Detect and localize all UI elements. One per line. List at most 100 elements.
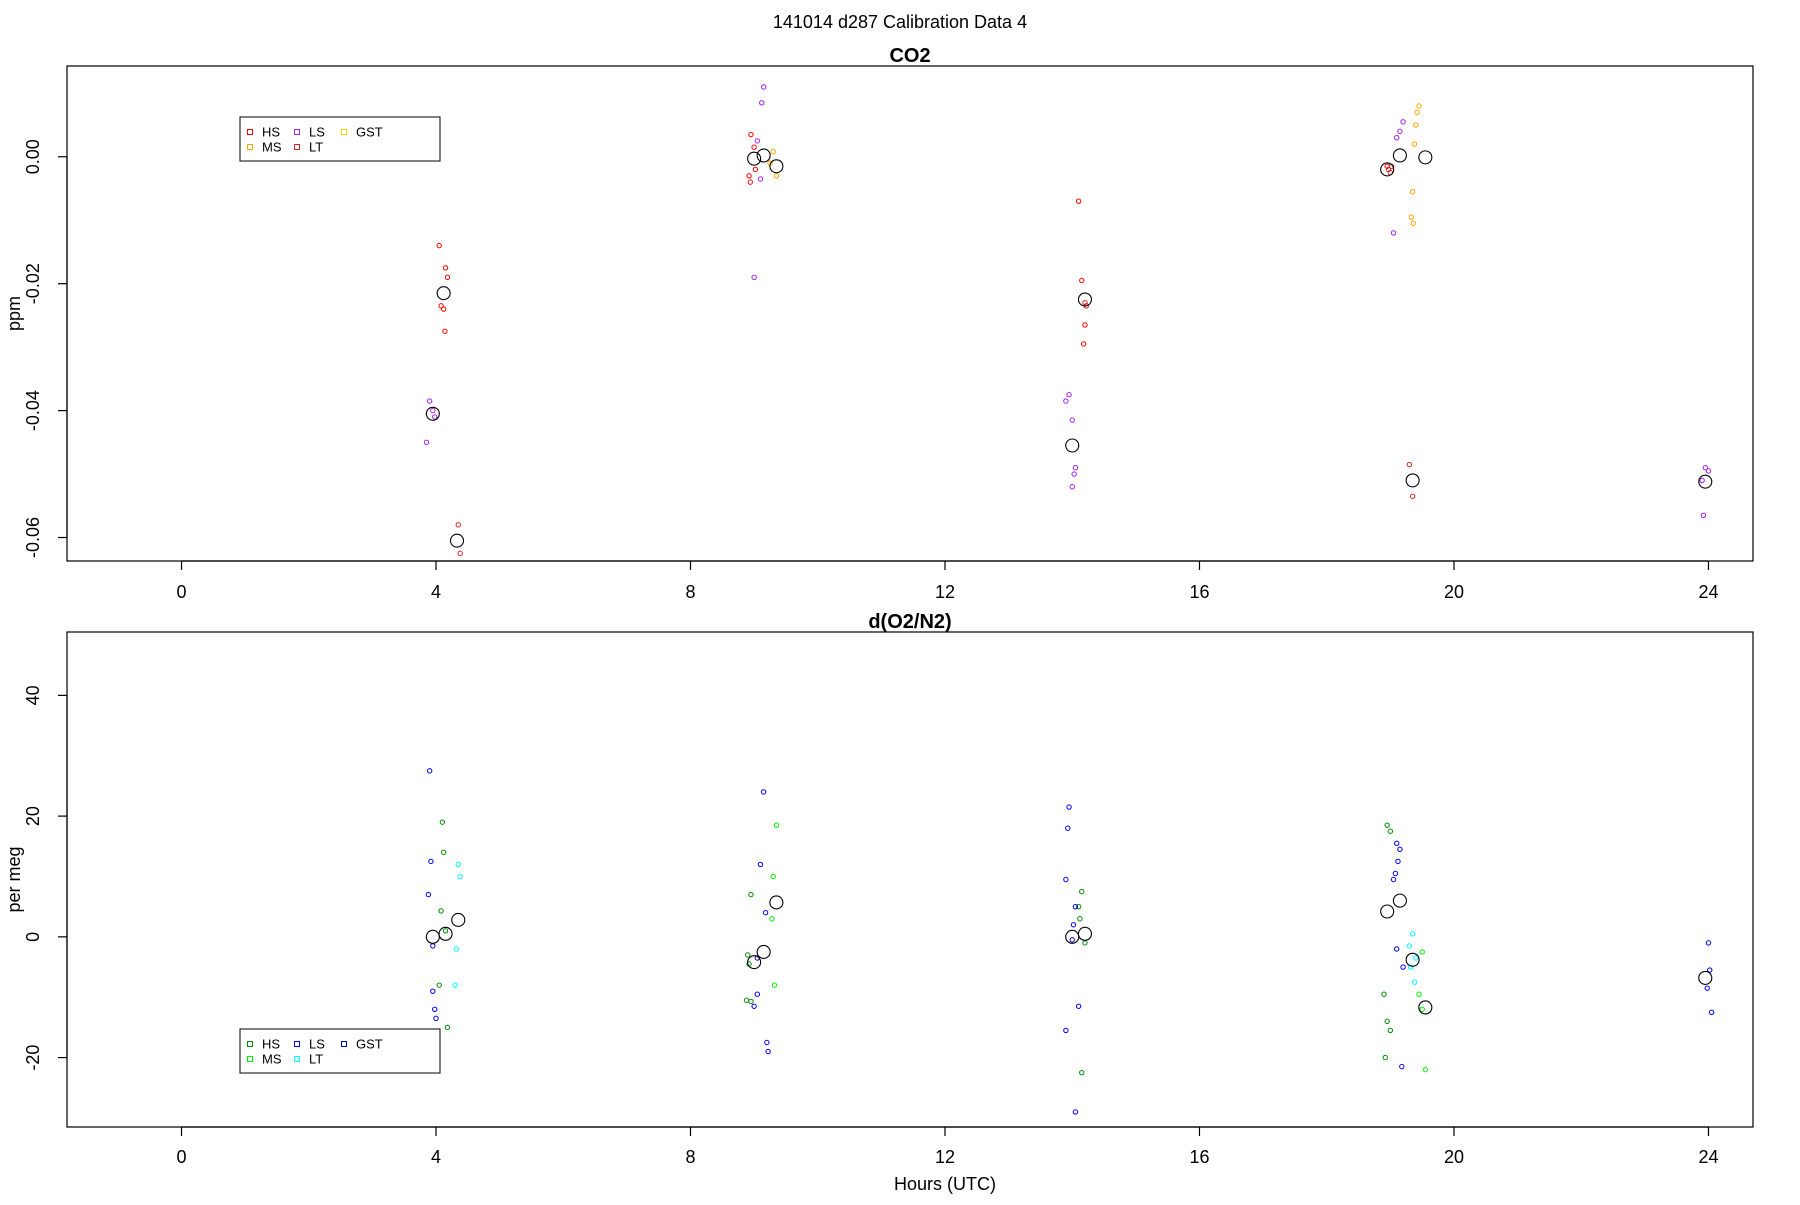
- data-point: [1384, 1018, 1390, 1025]
- data-point: [442, 265, 449, 271]
- data-point: [754, 991, 761, 997]
- figure-title: 141014 d287 Calibration Data 4: [773, 12, 1027, 32]
- data-point: [746, 173, 752, 179]
- data-point: [1397, 846, 1403, 853]
- mean-marker: [438, 926, 453, 941]
- legend-box: [239, 116, 441, 162]
- x-tick-label: 8: [685, 1147, 695, 1167]
- data-point: [439, 819, 446, 825]
- data-point: [769, 916, 775, 922]
- data-point: [1075, 903, 1082, 910]
- data-point: [423, 439, 430, 446]
- legend-label: LT: [309, 1052, 323, 1067]
- data-point: [1408, 964, 1414, 970]
- mean-marker: [756, 944, 771, 959]
- mean-marker: [1380, 904, 1395, 919]
- x-tick-label: 20: [1444, 1147, 1464, 1167]
- data-point: [1397, 128, 1403, 135]
- data-point: [457, 873, 463, 880]
- x-tick-label: 16: [1189, 1147, 1209, 1167]
- data-point: [438, 303, 444, 309]
- data-point: [455, 861, 461, 868]
- data-point: [425, 891, 432, 898]
- data-point: [1419, 1006, 1425, 1012]
- legend-label: GST: [356, 125, 383, 140]
- data-point: [754, 138, 761, 144]
- data-point: [765, 1048, 771, 1055]
- mean-marker: [769, 895, 784, 910]
- mean-marker: [756, 148, 771, 163]
- data-point: [1390, 876, 1397, 883]
- data-point: [1408, 214, 1415, 220]
- data-point: [1400, 119, 1406, 125]
- data-point: [1705, 940, 1712, 946]
- data-point: [1070, 922, 1077, 928]
- x-tick-label: 12: [935, 582, 955, 602]
- y-tick-label: -0.04: [23, 390, 43, 431]
- data-point: [436, 982, 442, 988]
- data-point: [1080, 341, 1087, 347]
- data-point: [1394, 946, 1400, 952]
- data-point: [432, 1006, 438, 1012]
- data-point: [1699, 477, 1705, 484]
- data-point: [1411, 979, 1418, 985]
- data-point: [1416, 103, 1422, 109]
- data-point: [1082, 300, 1088, 306]
- mean-marker: [1405, 952, 1420, 967]
- data-point: [1409, 493, 1416, 499]
- data-point: [1414, 109, 1420, 116]
- x-tick-label: 4: [431, 1147, 441, 1167]
- data-point: [1385, 166, 1392, 173]
- data-point: [1410, 220, 1416, 227]
- data-point: [1063, 1027, 1069, 1034]
- x-tick-label: 24: [1698, 582, 1718, 602]
- data-point: [743, 997, 750, 1003]
- data-point: [759, 100, 765, 106]
- data-point: [752, 166, 759, 173]
- data-point: [1072, 1109, 1079, 1115]
- data-point: [438, 908, 444, 914]
- data-point: [1072, 903, 1079, 910]
- x-tick-label: 4: [431, 582, 441, 602]
- data-point: [1071, 471, 1077, 477]
- legend-marker: [294, 129, 300, 135]
- o2n2-panel: d(O2/N2) 0 4 8 12 16 20 24 -20 0 20 40 per meg Hours …: [4, 611, 1754, 1194]
- data-point: [1063, 398, 1069, 404]
- legend-label: LS: [309, 1037, 325, 1052]
- mean-marker: [1418, 150, 1433, 165]
- data-point: [1069, 937, 1075, 943]
- data-point: [748, 998, 754, 1005]
- data-point: [1079, 1069, 1085, 1076]
- legend-label: MS: [262, 140, 282, 155]
- data-point: [440, 849, 447, 856]
- data-point: [457, 550, 463, 557]
- mean-marker: [1065, 929, 1080, 944]
- data-point: [770, 148, 776, 155]
- mean-marker: [1418, 1000, 1433, 1015]
- mean-marker: [425, 929, 440, 944]
- data-point: [426, 398, 433, 404]
- data-point: [444, 1024, 451, 1031]
- data-point: [745, 952, 751, 958]
- data-point: [1382, 1054, 1388, 1061]
- mean-marker: [1077, 926, 1093, 941]
- mean-marker: [1380, 162, 1395, 177]
- mean-marker: [1698, 970, 1713, 985]
- x-tick-label: 16: [1189, 582, 1209, 602]
- y-tick-label: 0.00: [23, 139, 43, 174]
- y-tick-label: 20: [23, 806, 43, 826]
- legend-label: LS: [309, 125, 325, 140]
- data-point: [1416, 991, 1422, 997]
- data-point: [1705, 468, 1712, 474]
- data-point: [748, 891, 754, 898]
- y-axis-title: ppm: [4, 296, 24, 331]
- data-point: [430, 943, 436, 949]
- data-point: [1406, 943, 1413, 949]
- data-point: [1392, 870, 1399, 877]
- data-point: [1394, 135, 1400, 141]
- data-point: [1079, 888, 1085, 895]
- mean-marker: [425, 406, 440, 421]
- x-tick-label: 12: [935, 1147, 955, 1167]
